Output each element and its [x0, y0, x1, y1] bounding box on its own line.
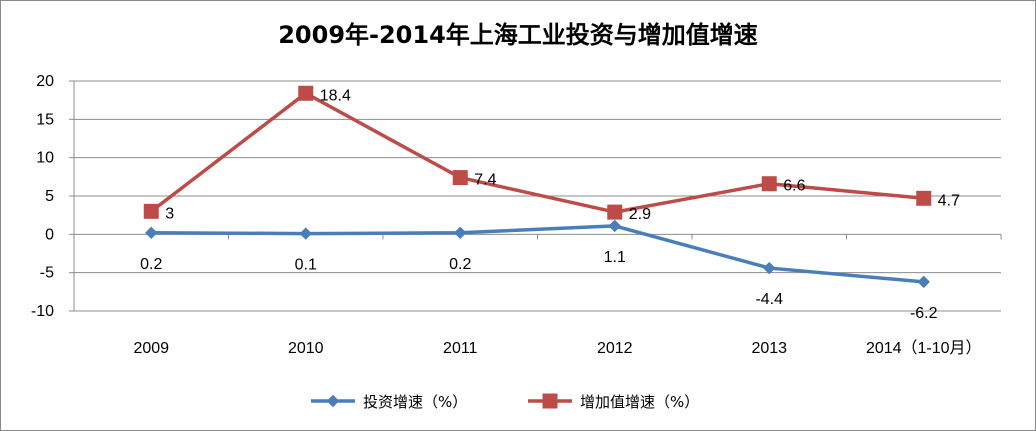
data-label: 2.9 — [629, 206, 651, 223]
data-label: 18.4 — [320, 87, 351, 104]
data-point-diamond — [763, 261, 776, 275]
x-tick-label: 2013 — [751, 340, 787, 357]
data-point-diamond — [917, 275, 930, 289]
data-point-diamond — [326, 394, 340, 408]
data-label: -4.4 — [755, 291, 783, 308]
y-tick-label: -10 — [31, 303, 54, 320]
data-point-square — [761, 176, 777, 192]
x-tick-label: 2009 — [133, 340, 169, 357]
data-label: 0.2 — [140, 256, 162, 273]
series-line — [150, 91, 924, 214]
legend-label: 增加值增速（%） — [580, 393, 699, 411]
series-line — [151, 224, 924, 284]
y-tick-label: 20 — [36, 73, 54, 90]
x-tick-label: 2010 — [288, 340, 324, 357]
y-tick-label: -5 — [40, 265, 54, 282]
y-tick-label: 10 — [36, 150, 54, 167]
axes: 20 15 10 5 0 -5 -10 2009 2010 2011 2012 2013 2014（1-… — [31, 73, 1002, 357]
y-tick-label: 5 — [45, 188, 54, 205]
data-point-square — [542, 393, 558, 409]
legend-label: 投资增速（%） — [363, 393, 467, 411]
data-label: 3 — [165, 205, 174, 222]
data-label: 0.2 — [449, 256, 471, 273]
data-label: 4.7 — [938, 192, 960, 209]
data-label: 1.1 — [604, 249, 626, 266]
data-point-square — [143, 203, 159, 219]
data-point-diamond — [299, 227, 312, 240]
data-point-diamond — [454, 226, 467, 240]
series-investment — [145, 219, 930, 289]
data-label: 7.4 — [474, 172, 496, 189]
chart-title: 2009年-2014年上海工业投资与增加值增速 — [278, 21, 758, 49]
data-label: 6.6 — [783, 178, 805, 195]
data-point-square — [298, 85, 314, 101]
data-point-diamond — [145, 226, 158, 240]
series-lines — [143, 85, 932, 289]
data-labels: 0.2 0.1 0.2 1.1 -4.4 -6.2 3 18.4 7.4 2.9 6.6 4.7 — [140, 87, 960, 322]
x-tick-label: 2011 — [443, 340, 478, 357]
y-tick-label: 15 — [36, 111, 54, 128]
x-tick-label: 2012 — [597, 340, 633, 357]
legend-item: 增加值增速（%） — [528, 393, 699, 411]
x-tick-label: 2014（1-10月） — [866, 339, 982, 357]
data-label: 0.1 — [295, 257, 317, 274]
data-label: -6.2 — [910, 305, 938, 322]
data-point-square — [452, 170, 468, 186]
data-point-square — [916, 190, 932, 206]
data-point-square — [607, 204, 623, 220]
legend: 投资增速（%） 增加值增速（%） — [311, 393, 699, 411]
legend-item: 投资增速（%） — [311, 393, 467, 411]
y-tick-label: 0 — [45, 226, 54, 243]
series-value-added — [143, 85, 932, 220]
data-point-diamond — [608, 219, 621, 233]
